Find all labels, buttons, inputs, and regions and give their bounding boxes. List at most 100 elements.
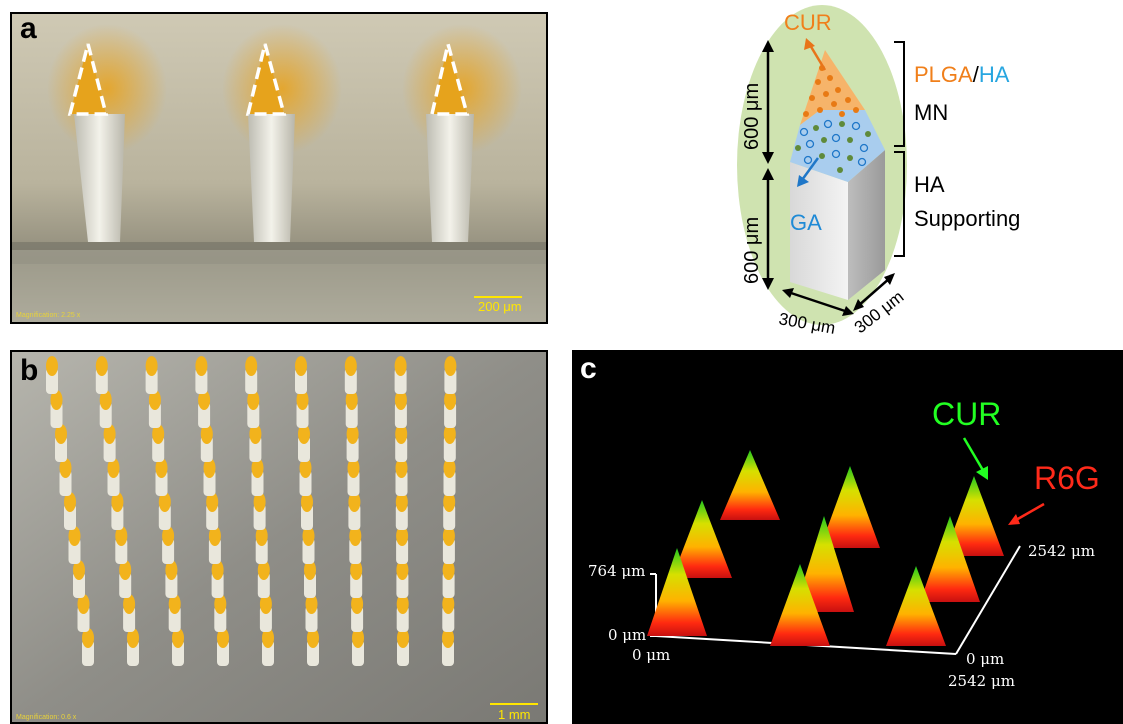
scalebar-a-label: 200 μm	[478, 299, 522, 314]
needle	[302, 526, 315, 564]
support-front	[790, 162, 848, 300]
needle	[172, 628, 184, 666]
needle	[253, 492, 266, 530]
needle	[59, 458, 72, 496]
fluor-cone	[672, 500, 732, 578]
needle	[111, 492, 124, 530]
ha-label-bottom: HA	[914, 172, 945, 197]
needle	[442, 628, 454, 666]
cur-arrow	[808, 44, 827, 71]
z-axis-top-label: 764 μm	[588, 562, 646, 580]
needle	[442, 526, 455, 564]
needle-1	[47, 24, 167, 242]
panel-b: b 1 mm Magnification: 0.6 x	[10, 350, 548, 724]
panel-c-label: c	[580, 352, 597, 385]
needle	[168, 594, 181, 632]
needle	[82, 628, 94, 666]
dim-label-lower: 600 μm	[741, 217, 763, 284]
cur-arrow-c	[962, 437, 986, 473]
panel-b-label: b	[20, 354, 39, 387]
needle	[107, 458, 120, 496]
needle	[344, 356, 357, 394]
panel-a-micrograph	[12, 14, 546, 322]
fluor-cone	[720, 450, 780, 520]
x-axis-end-top-label: 0 μm	[966, 650, 1005, 668]
needle	[442, 560, 455, 598]
dim-width-front	[787, 290, 849, 314]
plga-ha-label: PLGA/HA	[914, 62, 1009, 88]
supporting-label: Supporting	[914, 206, 1021, 231]
needle	[395, 492, 408, 530]
needle	[352, 628, 364, 666]
needle	[119, 560, 132, 598]
needle	[251, 458, 264, 496]
needle	[396, 560, 409, 598]
fluor-cone	[647, 548, 707, 636]
panel-a-label: a	[20, 12, 37, 45]
panel-b-micrograph	[12, 352, 546, 722]
fluor-cone	[770, 564, 830, 646]
ga-arrow	[800, 157, 820, 181]
needle	[64, 492, 76, 530]
bracket-support	[894, 151, 905, 257]
needle	[200, 424, 213, 462]
needle	[349, 526, 362, 564]
dim-width-side	[857, 277, 891, 307]
needle	[99, 390, 112, 428]
needle	[442, 594, 455, 632]
plga-tip	[800, 50, 865, 125]
needle	[351, 594, 364, 632]
needle	[247, 390, 260, 428]
fluor-cones	[647, 450, 1004, 646]
panel-c: c CUR R6G 764 μm 0 μm 0 μm 0 μm 2542 μm …	[572, 350, 1123, 724]
needle	[115, 526, 128, 564]
needle	[257, 560, 270, 598]
cur-legend: CUR	[932, 396, 1002, 432]
needle	[245, 356, 258, 394]
needle	[208, 526, 221, 564]
needle	[348, 492, 361, 530]
needle	[301, 492, 313, 530]
fluor-cone	[794, 516, 854, 612]
needle-schematic: 600 μm 600 μm 300 μm 300 μm CUR GA PLGA/…	[700, 0, 1100, 340]
bracket-mn	[894, 41, 905, 147]
magnification-a: Magnification: 2.25 x	[16, 312, 81, 319]
schematic-drawing: 600 μm 600 μm 300 μm 300 μm	[737, 5, 907, 338]
needle	[198, 390, 211, 428]
y-axis-end-label: 2542 μm	[1028, 542, 1095, 560]
fluor-cone	[920, 516, 980, 602]
r6g-legend: R6G	[1034, 460, 1100, 496]
needle	[396, 526, 409, 564]
needle	[214, 594, 227, 632]
needle-array	[46, 356, 457, 666]
needle	[295, 356, 307, 394]
needle	[345, 390, 358, 428]
needle	[195, 356, 208, 394]
needle	[298, 424, 310, 462]
needle	[305, 594, 318, 632]
needle	[123, 594, 136, 632]
needle	[307, 628, 319, 666]
needle	[259, 594, 272, 632]
needle	[346, 424, 359, 462]
plga-text: PLGA	[914, 62, 973, 87]
orange-dots	[803, 65, 859, 117]
panel-c-3d-plot	[647, 437, 1045, 655]
needle	[77, 594, 90, 632]
needle	[444, 356, 457, 394]
needle	[395, 458, 408, 496]
fluor-cone	[820, 466, 880, 548]
needle	[444, 390, 457, 428]
needle	[394, 356, 407, 394]
slash-text: /	[972, 62, 979, 87]
needle	[396, 594, 409, 632]
fluor-cone	[886, 566, 946, 646]
needle	[55, 424, 67, 462]
r6g-arrow-c	[1015, 502, 1045, 522]
x-axis-start-label: 0 μm	[632, 646, 671, 664]
needle	[255, 526, 268, 564]
needle	[211, 560, 224, 598]
needle-3	[402, 24, 522, 242]
needle	[206, 492, 219, 530]
x-axis-end-label: 2542 μm	[948, 672, 1015, 690]
